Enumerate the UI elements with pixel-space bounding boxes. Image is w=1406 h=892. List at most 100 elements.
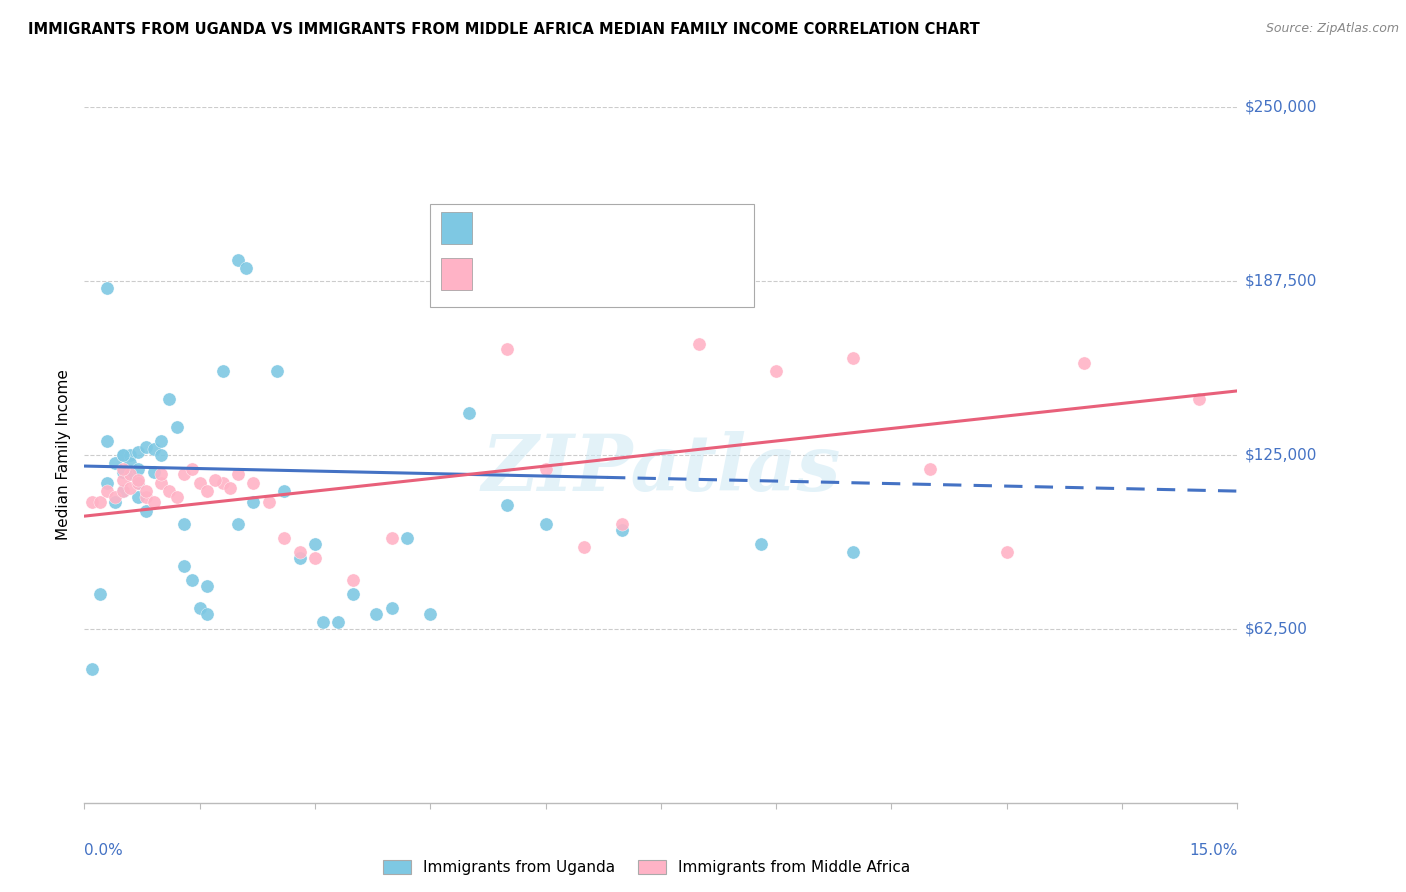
Point — [1188, 392, 1211, 407]
Point — [173, 559, 195, 574]
Text: N =: N = — [596, 265, 644, 283]
Text: N =: N = — [596, 219, 644, 236]
Point — [166, 420, 188, 434]
Point — [195, 484, 218, 499]
Point — [135, 440, 157, 454]
Text: ZIPatlas: ZIPatlas — [481, 431, 841, 507]
Point — [142, 465, 165, 479]
Point — [120, 448, 142, 462]
Point — [111, 484, 134, 499]
Point — [120, 456, 142, 470]
Point — [89, 587, 111, 601]
Point — [381, 601, 404, 615]
Text: 15.0%: 15.0% — [1189, 843, 1237, 858]
Point — [342, 573, 364, 587]
Point — [419, 607, 441, 621]
Y-axis label: Median Family Income: Median Family Income — [56, 369, 72, 541]
Point — [111, 484, 134, 499]
Text: $125,000: $125,000 — [1244, 448, 1316, 462]
Point — [1073, 356, 1095, 370]
Point — [120, 481, 142, 495]
Point — [111, 448, 134, 462]
Point — [127, 475, 149, 490]
Point — [496, 342, 519, 356]
Legend: Immigrants from Uganda, Immigrants from Middle Africa: Immigrants from Uganda, Immigrants from … — [384, 861, 910, 875]
Point — [304, 537, 326, 551]
Point — [204, 473, 226, 487]
Point — [104, 456, 127, 470]
Point — [80, 662, 103, 676]
Text: Source: ZipAtlas.com: Source: ZipAtlas.com — [1265, 22, 1399, 36]
Point — [842, 545, 865, 559]
Point — [226, 467, 249, 482]
Point — [166, 490, 188, 504]
Point — [381, 532, 404, 546]
Point — [127, 490, 149, 504]
Text: $187,500: $187,500 — [1244, 274, 1316, 288]
Point — [111, 448, 134, 462]
Point — [572, 540, 595, 554]
Point — [150, 448, 173, 462]
Text: $62,500: $62,500 — [1244, 622, 1308, 636]
Point — [257, 495, 280, 509]
Point — [127, 473, 149, 487]
Point — [127, 462, 149, 476]
Text: R =: R = — [484, 265, 520, 283]
Point — [150, 475, 173, 490]
Text: $250,000: $250,000 — [1244, 100, 1316, 114]
Point — [150, 434, 173, 448]
Point — [111, 465, 134, 479]
Point — [111, 473, 134, 487]
Point — [96, 475, 118, 490]
Point — [173, 517, 195, 532]
Point — [135, 503, 157, 517]
Text: 0.0%: 0.0% — [84, 843, 124, 858]
Point — [688, 336, 710, 351]
Point — [211, 364, 233, 378]
Point — [235, 261, 257, 276]
Point — [142, 442, 165, 457]
Point — [96, 281, 118, 295]
Point — [96, 484, 118, 499]
Point — [188, 601, 211, 615]
Point — [304, 550, 326, 565]
Point — [96, 434, 118, 448]
Text: R =: R = — [484, 219, 520, 236]
Point — [396, 532, 419, 546]
Point — [188, 475, 211, 490]
Point — [496, 498, 519, 512]
Point — [266, 364, 288, 378]
Point — [80, 495, 103, 509]
Point — [311, 615, 333, 629]
Point — [534, 462, 557, 476]
Point — [273, 532, 295, 546]
Point — [612, 523, 634, 537]
Point — [195, 579, 218, 593]
Point — [226, 517, 249, 532]
Text: -0.056: -0.056 — [526, 219, 591, 236]
Point — [242, 495, 264, 509]
Point — [219, 481, 242, 495]
Point — [211, 475, 233, 490]
Point — [534, 517, 557, 532]
Text: 54: 54 — [636, 219, 661, 236]
Point — [111, 462, 134, 476]
Point — [104, 490, 127, 504]
Point — [150, 467, 173, 482]
Point — [765, 364, 787, 378]
Point — [135, 484, 157, 499]
Point — [89, 495, 111, 509]
Point — [242, 475, 264, 490]
Point — [120, 467, 142, 482]
Point — [173, 467, 195, 482]
Point — [457, 406, 479, 420]
Point — [342, 587, 364, 601]
Point — [157, 484, 180, 499]
Point — [195, 607, 218, 621]
Point — [135, 490, 157, 504]
Text: 44: 44 — [636, 265, 661, 283]
Point — [127, 445, 149, 459]
Point — [142, 495, 165, 509]
Point — [127, 475, 149, 490]
Point — [918, 462, 941, 476]
